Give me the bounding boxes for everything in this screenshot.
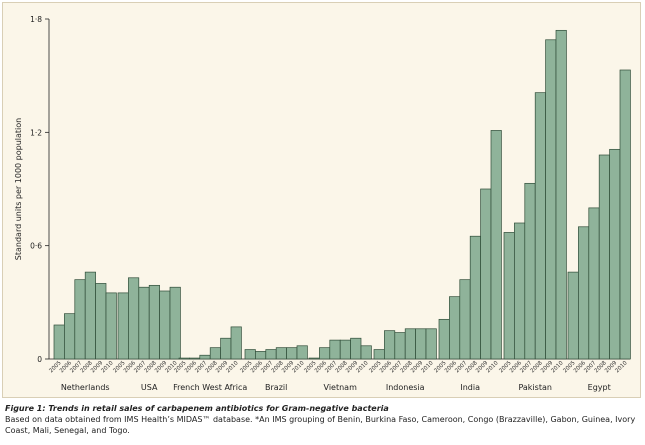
year-tick-label: 2010 [100,360,114,374]
year-tick-label: 2010 [485,360,499,374]
bar [105,292,117,360]
bar-chart: 0 0·6 1·2 1·8 Standard units per 1000 popula… [14,15,631,392]
bar [117,292,129,360]
bar [469,235,481,360]
bar [339,339,351,360]
bar [555,29,567,360]
bar [588,207,600,360]
bar [169,286,181,360]
year-tick-label: 2010 [225,360,239,374]
bar [189,357,201,360]
bar [255,351,267,360]
year-tick-label: 2010 [291,360,305,374]
figure-caption: Figure 1: Trends in retail sales of carb… [5,403,641,436]
bar [308,357,320,360]
group-label: Netherlands [61,383,110,392]
bar [64,313,76,360]
bar [394,332,406,360]
bar [199,354,211,360]
bar [567,271,579,360]
bar [404,328,416,360]
bar [244,349,256,360]
group-label: Pakistan [518,383,552,392]
bar [296,345,308,360]
bar [319,347,331,360]
group-label: French West Africa [173,383,247,392]
bar [609,148,621,360]
y-tick-label: 0·6 [30,242,42,251]
bar [84,271,96,360]
bar [503,232,515,360]
bar [438,318,450,360]
bar [350,337,362,360]
bar [578,226,590,360]
bar [425,328,437,360]
bar [524,182,536,360]
year-tick-label: 2010 [550,360,564,374]
bar [490,130,502,360]
group-label: Brazil [265,383,287,392]
group-label: Indonesia [386,383,425,392]
bar [384,330,396,360]
bar [159,290,171,360]
bar [415,328,427,360]
caption-title: Figure 1: Trends in retail sales of carb… [5,404,389,413]
bar [480,188,492,360]
year-tick-label: 2010 [614,360,628,374]
bar [128,277,140,360]
y-tick-label: 1·2 [30,128,42,137]
bar [178,357,190,360]
bar [220,337,232,360]
group-label: Vietnam [324,383,358,392]
group-label: India [460,383,480,392]
group-label: USA [141,383,158,392]
bar [138,286,150,360]
caption-body: Based on data obtained from IMS Health’s… [5,415,636,435]
bar [265,349,277,360]
bar [459,279,471,360]
bar [74,279,86,360]
group-label: Egypt [588,383,611,392]
bar [545,39,557,360]
bar [329,339,341,360]
y-tick-label: 0 [37,355,42,364]
bar [53,324,65,360]
bar [95,283,107,360]
y-tick-label: 1·8 [30,15,42,24]
bar [514,222,526,360]
bar [286,347,298,360]
year-tick-label: 2010 [355,360,369,374]
bar [619,69,631,360]
bar [275,347,287,360]
bar [209,347,221,360]
bar [360,345,372,360]
year-tick-label: 2010 [420,360,434,374]
bar [449,296,461,360]
bar [534,92,546,360]
bar [373,349,385,360]
bar [598,154,610,360]
bar [230,326,242,360]
bar [148,284,160,360]
y-axis-title: Standard units per 1000 population [14,118,23,260]
